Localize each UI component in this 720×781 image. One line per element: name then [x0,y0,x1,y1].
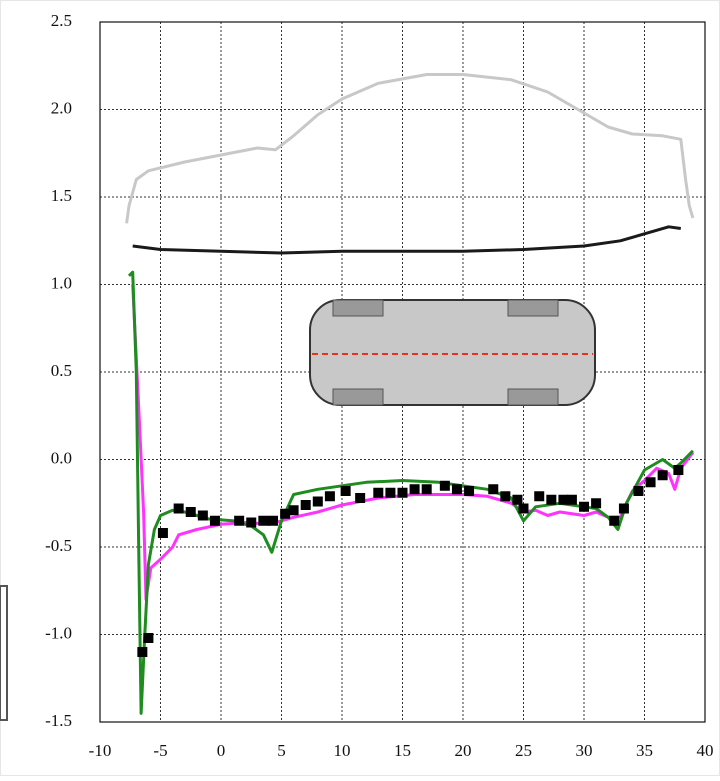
data-point [673,465,683,475]
data-point [174,504,184,514]
data-point [210,516,220,526]
data-point [591,498,601,508]
y-tick-label: -1.5 [45,711,72,730]
data-point [246,518,256,528]
data-point [341,486,351,496]
y-tick-label: 1.0 [51,273,72,292]
x-tick-label: 10 [334,741,351,760]
data-point [410,484,420,494]
data-point [567,495,577,505]
data-point [186,507,196,517]
y-tick-label: -0.5 [45,536,72,555]
x-tick-label: 5 [277,741,286,760]
data-point [609,516,619,526]
data-point [452,484,462,494]
x-tick-label: 35 [636,741,653,760]
data-point [658,470,668,480]
wheel [333,389,383,405]
data-point [546,495,556,505]
y-tick-label: 1.5 [51,186,72,205]
data-point [143,633,153,643]
data-point [488,484,498,494]
chart: -1.5 -1.0 -0.5 0.0 0.5 1.0 1.5 2.0 2.5 -10 -5 0 5 10 1… [0,0,720,776]
data-point [519,504,529,514]
y-tick-label: 2.0 [51,98,72,117]
data-point [633,486,643,496]
x-tick-label: 0 [217,741,226,760]
data-point [137,647,147,657]
data-point [512,495,522,505]
data-point [234,516,244,526]
data-point [313,497,323,507]
x-tick-label: 20 [455,741,472,760]
data-point [301,500,311,510]
y-tick-label: 0.5 [51,361,72,380]
data-point [500,491,510,501]
data-point [198,511,208,521]
y-tick-label: 2.5 [51,11,72,30]
data-point [385,488,395,498]
data-point [422,484,432,494]
wheel [333,300,383,316]
x-tick-label: -5 [153,741,167,760]
wheel [508,389,558,405]
data-point [579,502,589,512]
data-point [373,488,383,498]
x-tick-label: 15 [394,741,411,760]
data-point [534,491,544,501]
data-point [398,488,408,498]
x-tick-label: 25 [515,741,532,760]
data-point [289,505,299,515]
data-point [258,516,268,526]
data-point [646,477,656,487]
data-point [268,516,278,526]
data-point [325,491,335,501]
data-point [158,528,168,538]
data-point [440,481,450,491]
x-tick-label: 30 [576,741,593,760]
car-icon [310,300,595,405]
wheel [508,300,558,316]
data-point [619,504,629,514]
y-tick-label: -1.0 [45,623,72,642]
x-tick-label: 40 [697,741,714,760]
x-tick-label: -10 [89,741,112,760]
data-point [464,486,474,496]
y-tick-label: 0.0 [51,448,72,467]
data-point [355,493,365,503]
side-panel [0,586,7,720]
